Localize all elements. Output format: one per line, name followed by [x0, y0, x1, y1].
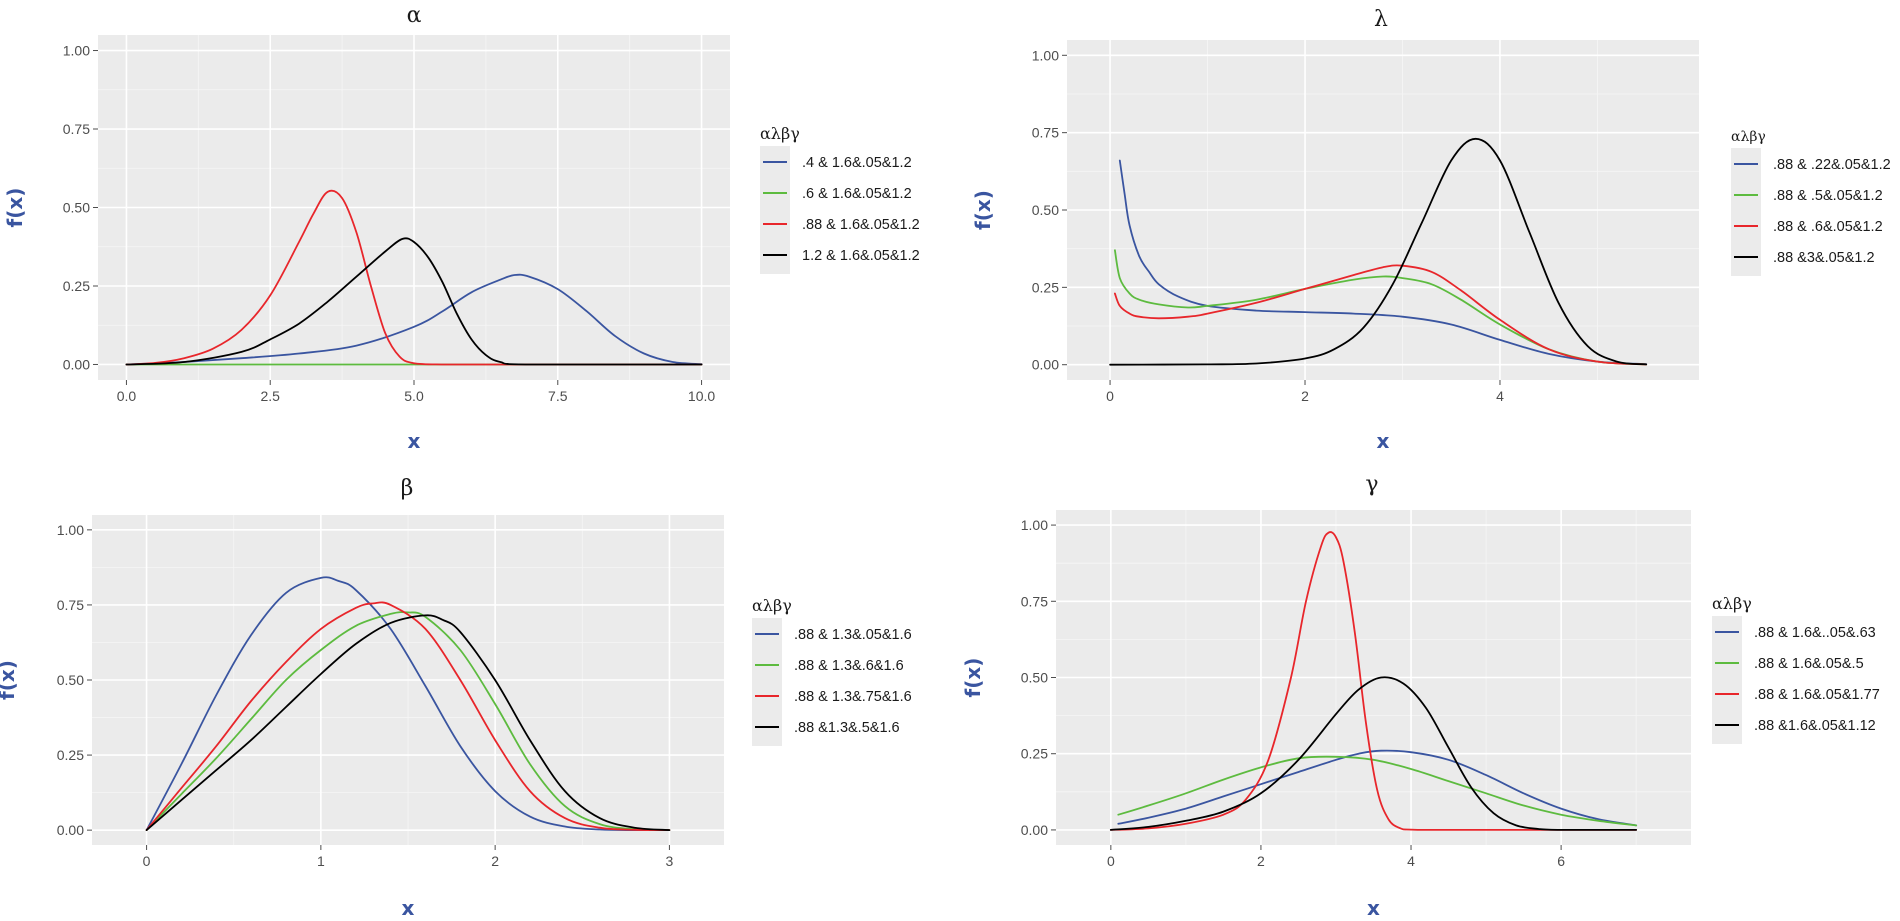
x-tick-label: 0.0 — [117, 388, 137, 404]
legend: αλβγ.88 & 1.6&..05&.63 .88 & 1.6&.05&.5 .8… — [1712, 594, 1880, 744]
legend-label-4: .88 &1.6&.05&1.12 — [1754, 718, 1876, 734]
y-tick-label: 1.00 — [1021, 517, 1048, 533]
legend-label-3: .88 & 1.3&.75&1.6 — [794, 689, 912, 705]
legend-label-4: .88 &1.3&.5&1.6 — [794, 720, 900, 736]
series-line-3 — [1109, 531, 1638, 831]
panel-title: β — [401, 476, 414, 501]
legend: αλβγ.4 & 1.6&.05&1.2 .6 & 1.6&.05&1.2 .88 … — [760, 124, 920, 274]
series-line-4 — [1109, 676, 1638, 831]
panel-lambda: 0.00 0.25 0.50 0.75 1.00 0 2 4 λ x f(x) αλβγ .88 & .… — [971, 7, 1891, 453]
x-tick-label: 3 — [666, 853, 674, 869]
legend-label-1: .4 & 1.6&.05&1.2 — [802, 155, 912, 171]
x-tick-label: 2.5 — [260, 388, 280, 404]
series-line-2 — [1117, 755, 1638, 827]
legend-label-1: .88 & .22&.05&1.2 — [1773, 157, 1891, 173]
y-axis-title: f(x) — [0, 660, 19, 700]
legend-label-4: 1.2 & 1.6&.05&1.2 — [802, 248, 920, 264]
legend-title: αλβγ — [1712, 594, 1752, 613]
legend-label-4: .88 &3&.05&1.2 — [1773, 250, 1875, 266]
series-line-2 — [1114, 249, 1648, 366]
legend-label-3: .88 & 1.6&.05&1.2 — [802, 217, 920, 233]
x-tick-label: 2 — [491, 853, 499, 869]
y-tick-label: 0.00 — [1032, 357, 1059, 373]
legend-label-3: .88 & 1.6&.05&1.77 — [1754, 687, 1880, 703]
x-tick-label: 6 — [1557, 853, 1565, 869]
x-tick-label: 1 — [317, 853, 325, 869]
series-line-1 — [145, 576, 671, 832]
legend-title: αλβγ — [760, 124, 800, 143]
y-tick-label: 0.00 — [1021, 822, 1048, 838]
y-tick-label: 0.75 — [57, 597, 84, 613]
legend-label-2: .88 & 1.6&.05&.5 — [1754, 656, 1864, 672]
series-line-2 — [145, 611, 671, 831]
y-tick-label: 1.00 — [57, 522, 84, 538]
y-tick-label: 1.00 — [63, 43, 90, 59]
x-tick-label: 7.5 — [548, 388, 568, 404]
legend-key-background — [1712, 616, 1742, 744]
legend-key-background — [752, 618, 782, 746]
x-tick-label: 0 — [1106, 388, 1114, 404]
legend-key-background — [1731, 148, 1761, 276]
legend-label-1: .88 & 1.3&.05&1.6 — [794, 627, 912, 643]
y-tick-label: 0.25 — [1032, 279, 1059, 295]
y-axis-title: f(x) — [971, 190, 995, 230]
y-tick-label: 0.25 — [63, 278, 90, 294]
series-line-3 — [145, 601, 671, 831]
x-axis-title: x — [1367, 896, 1380, 920]
series-line-1 — [1117, 749, 1638, 827]
y-tick-label: 0.00 — [63, 356, 90, 372]
x-tick-label: 2 — [1301, 388, 1309, 404]
x-tick-label: 5.0 — [404, 388, 424, 404]
y-tick-label: 1.00 — [1032, 47, 1059, 63]
series-line-4 — [1109, 137, 1648, 366]
x-tick-label: 0 — [1107, 853, 1115, 869]
legend-label-3: .88 & .6&.05&1.2 — [1773, 219, 1883, 235]
series-line-3 — [125, 189, 703, 366]
legend: αλβγ .88 & .22&.05&1.2 .88 & .5&.05&1.2 .88… — [1731, 129, 1891, 276]
series-line-3 — [1114, 264, 1648, 366]
series-line-4 — [125, 237, 703, 366]
y-axis-title: f(x) — [961, 658, 985, 698]
legend-label-2: .88 & .5&.05&1.2 — [1773, 188, 1883, 204]
y-tick-label: 0.25 — [57, 747, 84, 763]
series-line-1 — [1118, 159, 1648, 365]
legend-key-background — [760, 146, 790, 274]
legend-label-2: .88 & 1.3&.6&1.6 — [794, 658, 904, 674]
y-tick-label: 0.75 — [1021, 593, 1048, 609]
legend-title: αλβγ — [752, 596, 792, 615]
y-tick-label: 0.50 — [1021, 670, 1048, 686]
x-axis-title: x — [408, 429, 421, 453]
x-tick-label: 0 — [143, 853, 151, 869]
y-axis-title: f(x) — [3, 188, 27, 228]
x-tick-label: 10.0 — [688, 388, 715, 404]
x-tick-label: 4 — [1496, 388, 1504, 404]
x-tick-label: 4 — [1407, 853, 1415, 869]
panel-title: λ — [1374, 7, 1388, 32]
y-tick-label: 0.50 — [1032, 202, 1059, 218]
legend: αλβγ.88 & 1.3&.05&1.6 .88 & 1.3&.6&1.6 .88… — [752, 596, 912, 746]
y-tick-label: 0.75 — [1032, 125, 1059, 141]
legend-label-1: .88 & 1.6&..05&.63 — [1754, 625, 1876, 641]
x-axis-title: x — [1377, 429, 1390, 453]
panel-title: α — [407, 3, 422, 28]
panel-alpha: 0.00 0.25 0.50 0.75 1.00 0.0 2.5 5.0 7.5 10.0 α x f(… — [3, 3, 920, 453]
series-line-1 — [125, 273, 703, 366]
y-tick-label: 0.00 — [57, 822, 84, 838]
y-tick-label: 0.50 — [57, 672, 84, 688]
legend-title: αλβγ — [1731, 129, 1766, 145]
legend-label-2: .6 & 1.6&.05&1.2 — [802, 186, 912, 202]
x-axis-title: x — [402, 896, 415, 920]
series-line-4 — [145, 614, 671, 831]
y-tick-label: 0.75 — [63, 121, 90, 137]
y-tick-label: 0.50 — [63, 200, 90, 216]
panel-title: γ — [1365, 472, 1378, 497]
x-tick-label: 2 — [1257, 853, 1265, 869]
y-tick-label: 0.25 — [1021, 746, 1048, 762]
